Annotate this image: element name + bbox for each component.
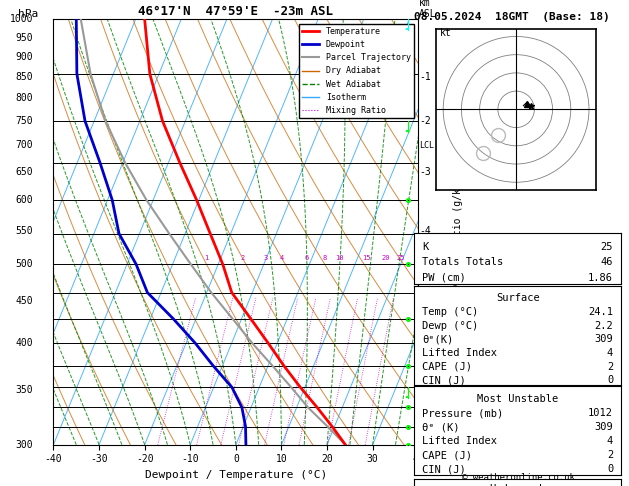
Text: Pressure (mb): Pressure (mb) xyxy=(422,408,503,418)
Text: -3: -3 xyxy=(419,167,431,176)
Text: 800: 800 xyxy=(16,93,33,103)
Text: 500: 500 xyxy=(16,259,33,269)
Text: 4: 4 xyxy=(280,255,284,261)
Text: 600: 600 xyxy=(16,195,33,205)
Text: 6: 6 xyxy=(304,255,309,261)
Text: 0: 0 xyxy=(607,464,613,474)
Text: CIN (J): CIN (J) xyxy=(422,464,466,474)
Text: 1012: 1012 xyxy=(588,408,613,418)
Text: 25: 25 xyxy=(397,255,406,261)
Text: 450: 450 xyxy=(16,296,33,307)
Text: CAPE (J): CAPE (J) xyxy=(422,450,472,460)
Text: © weatheronline.co.uk: © weatheronline.co.uk xyxy=(462,473,576,482)
Legend: Temperature, Dewpoint, Parcel Trajectory, Dry Adiabat, Wet Adiabat, Isotherm, Mi: Temperature, Dewpoint, Parcel Trajectory… xyxy=(299,24,414,118)
Text: 1.86: 1.86 xyxy=(588,273,613,283)
Text: θᵉ (K): θᵉ (K) xyxy=(422,422,460,432)
Text: 4: 4 xyxy=(607,348,613,358)
Text: 2: 2 xyxy=(240,255,245,261)
Text: 2: 2 xyxy=(607,362,613,371)
Text: Dewp (°C): Dewp (°C) xyxy=(422,321,479,330)
Text: 309: 309 xyxy=(594,422,613,432)
Text: Totals Totals: Totals Totals xyxy=(422,257,503,267)
Text: -8: -8 xyxy=(419,385,431,395)
Text: 400: 400 xyxy=(16,338,33,348)
Text: 650: 650 xyxy=(16,167,33,176)
Text: K: K xyxy=(422,242,428,252)
Text: 900: 900 xyxy=(16,52,33,62)
Text: 2: 2 xyxy=(607,450,613,460)
Text: Mixing Ratio (g/kg): Mixing Ratio (g/kg) xyxy=(454,176,464,288)
Title: 46°17'N  47°59'E  -23m ASL: 46°17'N 47°59'E -23m ASL xyxy=(138,5,333,18)
Text: 950: 950 xyxy=(16,33,33,43)
Text: 25: 25 xyxy=(601,242,613,252)
Text: -4: -4 xyxy=(419,226,431,236)
Text: km
ASL: km ASL xyxy=(419,0,437,19)
Text: Most Unstable: Most Unstable xyxy=(477,394,559,404)
Text: 300: 300 xyxy=(16,440,33,450)
Text: 350: 350 xyxy=(16,385,33,395)
Text: 20: 20 xyxy=(381,255,390,261)
Text: 0: 0 xyxy=(607,375,613,385)
Text: 700: 700 xyxy=(16,140,33,151)
Text: 550: 550 xyxy=(16,226,33,236)
Text: -5: -5 xyxy=(419,259,431,269)
Text: 309: 309 xyxy=(594,334,613,344)
Text: 1: 1 xyxy=(204,255,208,261)
Text: Hodograph: Hodograph xyxy=(489,484,546,486)
Text: -6: -6 xyxy=(419,296,431,307)
Text: 10: 10 xyxy=(335,255,343,261)
Text: -2: -2 xyxy=(419,116,431,126)
X-axis label: Dewpoint / Temperature (°C): Dewpoint / Temperature (°C) xyxy=(145,470,327,480)
Text: PW (cm): PW (cm) xyxy=(422,273,466,283)
Text: 4: 4 xyxy=(607,436,613,446)
Text: 750: 750 xyxy=(16,116,33,126)
Text: Surface: Surface xyxy=(496,293,540,303)
Text: CAPE (J): CAPE (J) xyxy=(422,362,472,371)
Text: 08.05.2024  18GMT  (Base: 18): 08.05.2024 18GMT (Base: 18) xyxy=(414,12,610,22)
Text: CIN (J): CIN (J) xyxy=(422,375,466,385)
Text: Temp (°C): Temp (°C) xyxy=(422,307,479,317)
Text: Lifted Index: Lifted Index xyxy=(422,348,497,358)
Text: 15: 15 xyxy=(362,255,370,261)
Text: 3: 3 xyxy=(264,255,267,261)
Text: 8: 8 xyxy=(323,255,327,261)
Text: 850: 850 xyxy=(16,72,33,82)
Text: -7: -7 xyxy=(419,338,431,348)
Text: 2.2: 2.2 xyxy=(594,321,613,330)
Text: hPa: hPa xyxy=(18,9,38,19)
Text: LCL: LCL xyxy=(419,141,434,150)
Text: θᵉ(K): θᵉ(K) xyxy=(422,334,454,344)
Text: Lifted Index: Lifted Index xyxy=(422,436,497,446)
Text: -9: -9 xyxy=(419,440,431,450)
Text: -1: -1 xyxy=(419,72,431,82)
Text: 1000: 1000 xyxy=(10,15,33,24)
Text: kt: kt xyxy=(440,29,451,38)
Text: 24.1: 24.1 xyxy=(588,307,613,317)
Text: 46: 46 xyxy=(601,257,613,267)
